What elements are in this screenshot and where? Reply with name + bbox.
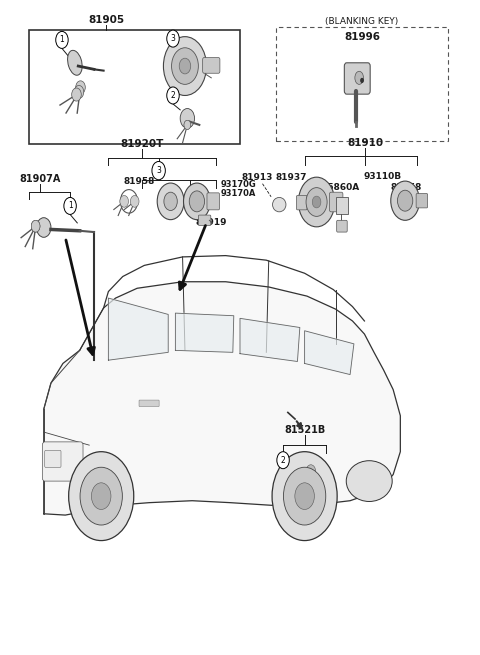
Circle shape (80, 467, 122, 525)
Text: 93170A: 93170A (221, 189, 256, 198)
Circle shape (31, 220, 40, 232)
Polygon shape (44, 282, 400, 515)
Circle shape (72, 88, 81, 101)
Text: (BLANKING KEY): (BLANKING KEY) (325, 17, 399, 26)
Text: 81905: 81905 (88, 15, 124, 25)
FancyBboxPatch shape (203, 58, 220, 73)
FancyBboxPatch shape (336, 197, 348, 214)
Circle shape (179, 58, 191, 74)
FancyBboxPatch shape (198, 215, 211, 225)
FancyBboxPatch shape (329, 192, 343, 212)
FancyBboxPatch shape (45, 451, 61, 468)
FancyBboxPatch shape (416, 193, 428, 208)
Circle shape (391, 181, 420, 220)
Circle shape (31, 220, 40, 232)
Text: 81919: 81919 (195, 217, 227, 227)
Text: 81910: 81910 (348, 138, 384, 149)
Text: 2: 2 (170, 91, 175, 100)
Ellipse shape (355, 71, 363, 84)
Text: 81920T: 81920T (120, 139, 164, 149)
Text: 3: 3 (170, 34, 175, 43)
Ellipse shape (346, 460, 392, 502)
Text: 81913: 81913 (241, 174, 273, 182)
Circle shape (163, 37, 206, 96)
Circle shape (131, 195, 139, 207)
Circle shape (56, 31, 68, 48)
Text: 2: 2 (281, 456, 286, 464)
Circle shape (31, 220, 40, 232)
Text: 1: 1 (60, 35, 64, 45)
Circle shape (69, 452, 134, 540)
Circle shape (272, 452, 337, 540)
Polygon shape (175, 313, 234, 352)
Circle shape (312, 196, 321, 208)
Circle shape (167, 87, 179, 104)
Circle shape (277, 452, 289, 469)
Circle shape (295, 483, 314, 510)
Circle shape (164, 192, 177, 210)
Ellipse shape (180, 109, 194, 128)
Text: 81907A: 81907A (19, 174, 60, 183)
FancyBboxPatch shape (42, 442, 83, 481)
Text: 3: 3 (156, 166, 161, 175)
FancyBboxPatch shape (283, 474, 296, 489)
Circle shape (64, 197, 76, 214)
FancyBboxPatch shape (207, 193, 219, 210)
Ellipse shape (36, 217, 51, 237)
Circle shape (284, 467, 326, 525)
Circle shape (299, 177, 335, 227)
Circle shape (184, 121, 191, 130)
Circle shape (360, 78, 364, 83)
Circle shape (157, 183, 184, 219)
Text: 81958: 81958 (391, 183, 422, 191)
Circle shape (189, 191, 204, 212)
Circle shape (183, 183, 210, 219)
Circle shape (167, 30, 179, 47)
Text: 93170G: 93170G (221, 180, 257, 189)
Text: 81521B: 81521B (284, 425, 325, 436)
FancyBboxPatch shape (297, 195, 307, 210)
Circle shape (397, 190, 413, 211)
FancyBboxPatch shape (276, 27, 448, 141)
Text: 81937: 81937 (276, 174, 307, 182)
Circle shape (171, 48, 198, 84)
Text: 93110B: 93110B (363, 172, 402, 181)
Circle shape (306, 187, 327, 216)
Text: 1: 1 (68, 202, 72, 210)
FancyBboxPatch shape (29, 30, 240, 145)
FancyBboxPatch shape (139, 400, 159, 407)
FancyBboxPatch shape (285, 495, 295, 506)
Text: 81958: 81958 (124, 178, 155, 186)
Circle shape (76, 81, 85, 94)
Ellipse shape (273, 197, 286, 212)
Circle shape (301, 458, 321, 484)
Circle shape (306, 465, 316, 478)
Circle shape (184, 121, 191, 130)
Circle shape (152, 162, 165, 179)
Ellipse shape (68, 50, 82, 75)
Circle shape (91, 483, 111, 510)
Text: 95860A: 95860A (322, 183, 360, 191)
Polygon shape (305, 331, 354, 375)
FancyBboxPatch shape (336, 220, 347, 232)
Circle shape (120, 195, 129, 207)
Polygon shape (108, 298, 168, 360)
FancyBboxPatch shape (344, 63, 370, 94)
Text: 81996: 81996 (344, 31, 380, 42)
Circle shape (74, 85, 84, 98)
Polygon shape (240, 318, 300, 362)
